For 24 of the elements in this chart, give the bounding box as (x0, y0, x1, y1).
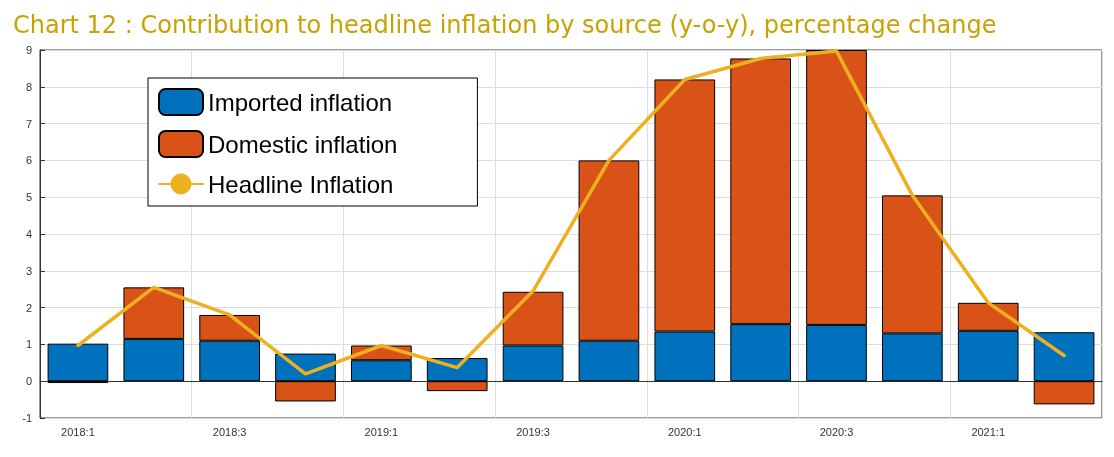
y-tick-label: 5 (25, 191, 32, 204)
y-tick-label: 7 (25, 117, 32, 130)
legend-label: Imported inflation (208, 88, 393, 116)
x-tick-label: 2018:1 (61, 425, 95, 438)
y-tick-label: 0 (25, 375, 32, 388)
bar (47, 343, 109, 382)
y-tick-label: 9 (25, 44, 32, 56)
x-tick-label: 2018:3 (212, 425, 247, 438)
line-series (76, 49, 1066, 376)
y-tick-label: 8 (25, 80, 32, 93)
x-tick-label: 2021:1 (971, 425, 1006, 438)
y-tick-label: -1 (22, 412, 32, 424)
y-tick-label: 2 (25, 301, 32, 314)
y-tick-label: 6 (25, 154, 32, 167)
y-tick-label: 1 (25, 338, 32, 351)
x-tick-label: 2019:3 (516, 425, 550, 438)
x-tick-label: 2020:3 (819, 425, 854, 438)
x-tick-label: 2019:1 (364, 425, 399, 438)
y-tick-label: 3 (25, 264, 32, 277)
y-tick-label: 4 (25, 228, 32, 240)
x-tick-label: 2020:1 (667, 425, 702, 438)
legend-label: Headline Inflation (208, 170, 394, 198)
legend-label: Domestic inflation (208, 130, 398, 158)
chart-title: Chart 12 : Contribution to headline inflation by source (y-o-y), percentage change (13, 11, 997, 39)
